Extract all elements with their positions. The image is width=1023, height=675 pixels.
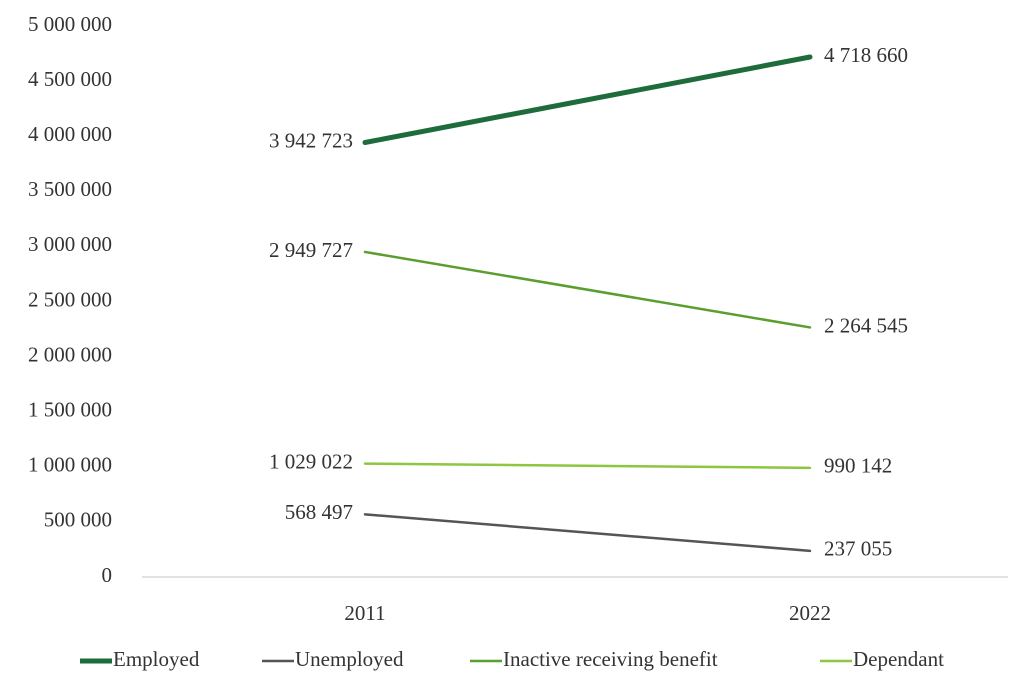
series-line	[363, 250, 812, 329]
y-tick-label: 4 000 000	[28, 122, 112, 146]
y-tick-label: 0	[102, 563, 113, 587]
data-label: 1 029 022	[269, 449, 353, 473]
y-tick-label: 2 000 000	[28, 342, 112, 366]
data-label: 3 942 723	[269, 128, 353, 152]
series-line	[363, 462, 812, 470]
y-tick-label: 2 500 000	[28, 287, 112, 311]
data-label: 237 055	[824, 537, 892, 561]
data-label: 2 264 545	[824, 313, 908, 337]
legend-label: Dependant	[853, 647, 944, 671]
data-label: 990 142	[824, 454, 892, 478]
x-tick-label: 2011	[344, 601, 385, 625]
y-tick-label: 500 000	[44, 508, 112, 532]
y-tick-label: 3 000 000	[28, 232, 112, 256]
data-label: 568 497	[285, 500, 353, 524]
series-line	[362, 54, 813, 146]
data-label: 4 718 660	[824, 43, 908, 67]
legend-label: Inactive receiving benefit	[503, 647, 718, 671]
y-tick-label: 1 500 000	[28, 398, 112, 422]
series-line	[363, 513, 812, 553]
y-tick-label: 1 000 000	[28, 453, 112, 477]
x-tick-label: 2022	[789, 601, 831, 625]
y-tick-label: 3 500 000	[28, 177, 112, 201]
legend-label: Employed	[113, 647, 200, 671]
data-label: 2 949 727	[269, 238, 353, 262]
y-tick-label: 4 500 000	[28, 67, 112, 91]
y-tick-label: 5 000 000	[28, 12, 112, 36]
legend-label: Unemployed	[295, 647, 404, 671]
